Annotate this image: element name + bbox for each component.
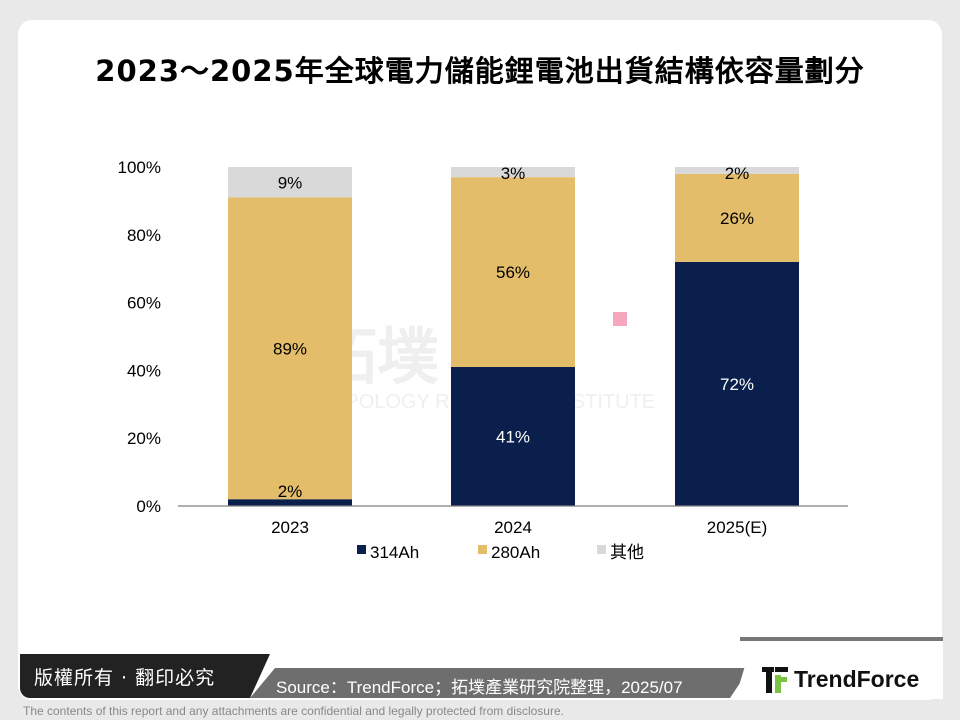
- bar-segment-314Ah: [675, 261, 799, 506]
- bar-segment-280Ah: [451, 177, 575, 368]
- trendforce-logo: TrendForce: [762, 666, 919, 693]
- y-tick-label: 20%: [127, 429, 161, 448]
- bars: 2% 89% 9% 41% 56% 3% 72% 26% 2%: [228, 164, 799, 506]
- stacked-bar-chart: 拓墣 TR TOPOLOGY RESEARCH INSTITUTE 0%20%4…: [118, 158, 848, 562]
- legend-swatch: [597, 545, 606, 554]
- chart-title: 2023～2025年全球電力儲能鋰電池出貨結構依容量劃分: [95, 54, 865, 88]
- legend: 314Ah 280Ah 其他: [357, 543, 644, 562]
- y-axis: 0% 20% 40% 60% 80% 100%: [118, 158, 161, 516]
- disclaimer: The contents of this report and any atta…: [23, 704, 564, 718]
- copyright-banner: 版權所有 · 翻印必究: [20, 654, 270, 698]
- legend-label: 314Ah: [370, 543, 419, 562]
- y-tick-label: 0%: [136, 497, 161, 516]
- bar-segment-其他: [228, 167, 352, 198]
- x-tick-label: 2023: [271, 518, 309, 537]
- bar-segment-其他: [451, 167, 575, 178]
- x-tick-label: 2024: [494, 518, 532, 537]
- bar-segment-其他: [675, 167, 799, 174]
- legend-swatch: [478, 545, 487, 554]
- y-tick-label: 80%: [127, 226, 161, 245]
- trendforce-logo-icon: [762, 666, 788, 693]
- watermark-accent: [613, 312, 627, 326]
- data-label: 3%: [501, 164, 526, 183]
- data-label: 56%: [496, 263, 530, 282]
- source-text: Source：TrendForce；拓墣產業研究院整理，2025/07: [276, 678, 683, 697]
- legend-swatch: [357, 545, 366, 554]
- copyright-text: 版權所有 · 翻印必究: [34, 667, 216, 689]
- data-label: 9%: [278, 173, 303, 192]
- x-tick-label: 2025(E): [707, 518, 767, 537]
- legend-label: 其他: [610, 543, 644, 562]
- x-axis: 2023 2024 2025(E): [271, 518, 767, 537]
- data-label: 2%: [278, 482, 303, 501]
- legend-label: 280Ah: [491, 543, 540, 562]
- bar-segment-280Ah: [675, 173, 799, 262]
- data-label: 89%: [273, 339, 307, 358]
- data-label: 26%: [720, 209, 754, 228]
- source-banner: Source：TrendForce；拓墣產業研究院整理，2025/07: [250, 668, 750, 698]
- data-label: 41%: [496, 428, 530, 447]
- y-tick-label: 60%: [127, 294, 161, 313]
- bar-segment-314Ah: [228, 499, 352, 506]
- bar-segment-280Ah: [228, 197, 352, 500]
- data-label: 2%: [725, 164, 750, 183]
- y-tick-label: 40%: [127, 361, 161, 380]
- brand-name: TrendForce: [794, 666, 920, 692]
- bar-segment-314Ah: [451, 367, 575, 506]
- data-label: 72%: [720, 375, 754, 394]
- y-tick-label: 100%: [118, 158, 161, 177]
- logo-stripe: [740, 637, 943, 641]
